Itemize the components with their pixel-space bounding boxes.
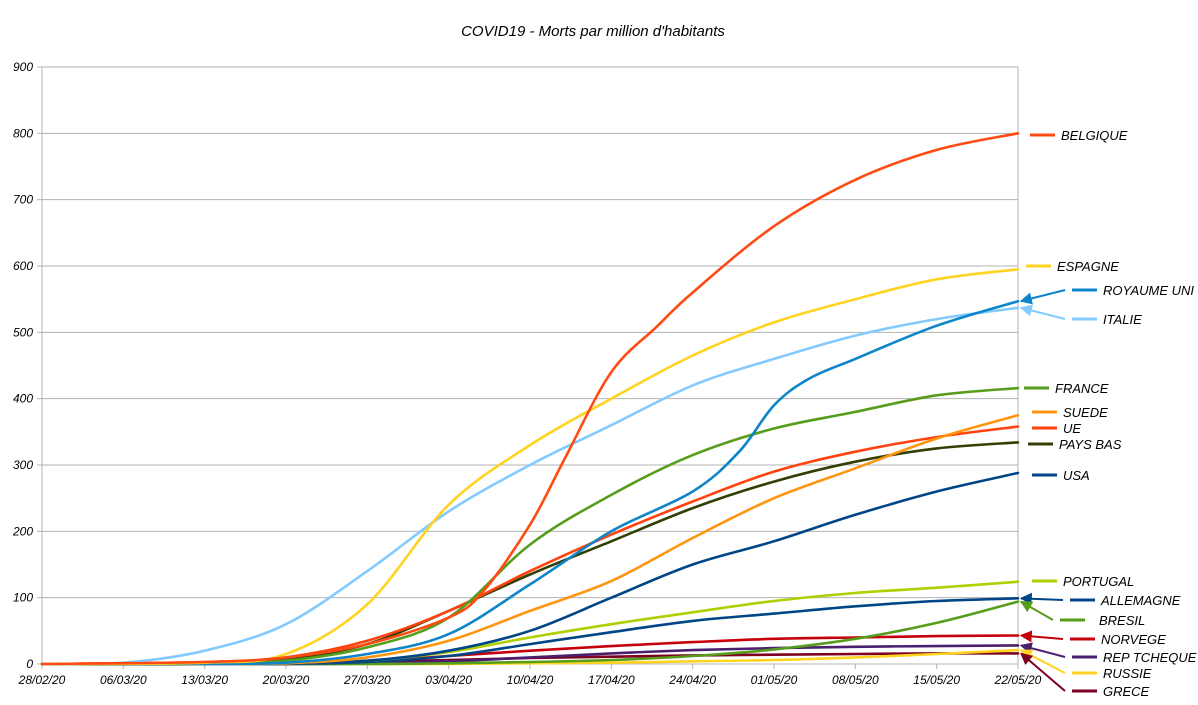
x-tick-label-10: 08/05/20: [832, 673, 879, 687]
legend-item-espagne: ESPAGNE: [1026, 259, 1119, 274]
y-tick-label-200: 200: [12, 524, 33, 538]
legend-item-norvege: NORVEGE: [1019, 630, 1166, 647]
legend-item-portugal: PORTUGAL: [1032, 574, 1134, 589]
legend-arrow-bresil: [1019, 600, 1054, 621]
legend-label-russie: RUSSIE: [1103, 666, 1152, 681]
legend-label-espagne: ESPAGNE: [1057, 259, 1119, 274]
x-tick-label-9: 01/05/20: [751, 673, 798, 687]
x-tick-label-11: 15/05/20: [913, 673, 960, 687]
x-tick-label-2: 13/03/20: [181, 673, 228, 687]
legend-item-ue: UE: [1032, 421, 1081, 436]
legend-label-norvege: NORVEGE: [1101, 632, 1166, 647]
legend-item-usa: USA: [1032, 468, 1090, 483]
legend-label-belgique: BELGIQUE: [1061, 128, 1128, 143]
legend-label-royaume-uni: ROYAUME UNI: [1103, 283, 1194, 298]
legend-label-rep-tcheque: REP TCHEQUE: [1103, 650, 1197, 665]
legend-arrow-russie: [1019, 649, 1066, 674]
x-tick-label-8: 24/04/20: [668, 673, 716, 687]
y-tick-label-500: 500: [13, 325, 33, 339]
legend-label-portugal: PORTUGAL: [1063, 574, 1134, 589]
series-line-norvege: [40, 634, 1020, 666]
legend-item-royaume-uni: ROYAUME UNI: [1019, 283, 1194, 305]
legend-arrow-allemagne: [1019, 592, 1064, 605]
x-tick-label-3: 20/03/20: [262, 673, 310, 687]
y-tick-label-0: 0: [26, 657, 33, 671]
legend-item-grece: GRECE: [1020, 652, 1150, 699]
legend-item-france: FRANCE: [1024, 381, 1109, 396]
legend-label-usa: USA: [1063, 468, 1090, 483]
legend-item-allemagne: ALLEMAGNE: [1019, 592, 1181, 608]
legend-label-suede: SUEDE: [1063, 405, 1108, 420]
legend-arrow-rep-tcheque: [1019, 642, 1066, 658]
x-tick-label-6: 10/04/20: [507, 673, 554, 687]
y-tick-label-100: 100: [13, 591, 33, 605]
legend: BELGIQUE ESPAGNE ROYAUME UNI ITALIE FRANCE SU…: [1019, 128, 1197, 699]
x-tick-label-7: 17/04/20: [588, 673, 635, 687]
x-tick-label-0: 28/02/20: [18, 673, 66, 687]
series-line-suede: [40, 414, 1020, 666]
x-tick-label-4: 27/03/20: [343, 673, 391, 687]
x-tick-label-5: 03/04/20: [425, 673, 472, 687]
series-line-royaume-uni: [40, 299, 1020, 666]
x-axis: 28/02/20 06/03/20 13/03/20 20/03/20 27/03/20…: [18, 664, 1042, 687]
legend-label-france: FRANCE: [1055, 381, 1109, 396]
legend-item-bresil: BRESIL: [1019, 600, 1145, 628]
series-lines: [40, 132, 1020, 666]
y-tick-label-600: 600: [13, 259, 33, 273]
y-tick-label-300: 300: [13, 458, 33, 472]
legend-label-allemagne: ALLEMAGNE: [1100, 593, 1181, 608]
legend-label-bresil: BRESIL: [1099, 613, 1145, 628]
legend-label-grece: GRECE: [1103, 684, 1150, 699]
legend-arrow-grece: [1020, 652, 1066, 692]
legend-label-pays-bas: PAYS BAS: [1059, 437, 1122, 452]
y-tick-label-800: 800: [13, 126, 33, 140]
x-tick-label-12: 22/05/20: [994, 673, 1042, 687]
legend-arrow-italie: [1019, 304, 1066, 320]
series-line-italie: [40, 306, 1020, 666]
y-tick-label-400: 400: [13, 392, 33, 406]
chart-title: COVID19 - Morts par million d'habitants: [461, 23, 725, 40]
legend-arrow-royaume-uni: [1019, 289, 1066, 305]
legend-item-suede: SUEDE: [1032, 405, 1108, 420]
y-tick-label-900: 900: [13, 60, 33, 74]
legend-label-italie: ITALIE: [1103, 312, 1142, 327]
y-tick-label-700: 700: [13, 193, 33, 207]
legend-arrow-norvege: [1019, 630, 1064, 643]
x-tick-label-1: 06/03/20: [100, 673, 147, 687]
legend-label-ue: UE: [1063, 421, 1081, 436]
legend-item-rep-tcheque: REP TCHEQUE: [1019, 642, 1197, 665]
y-axis: 0 100 200 300 400 500 600 700 800 900: [12, 60, 42, 671]
legend-item-pays-bas: PAYS BAS: [1028, 437, 1122, 452]
legend-item-belgique: BELGIQUE: [1030, 128, 1128, 143]
series-line-belgique: [40, 132, 1020, 666]
legend-item-italie: ITALIE: [1019, 304, 1142, 327]
